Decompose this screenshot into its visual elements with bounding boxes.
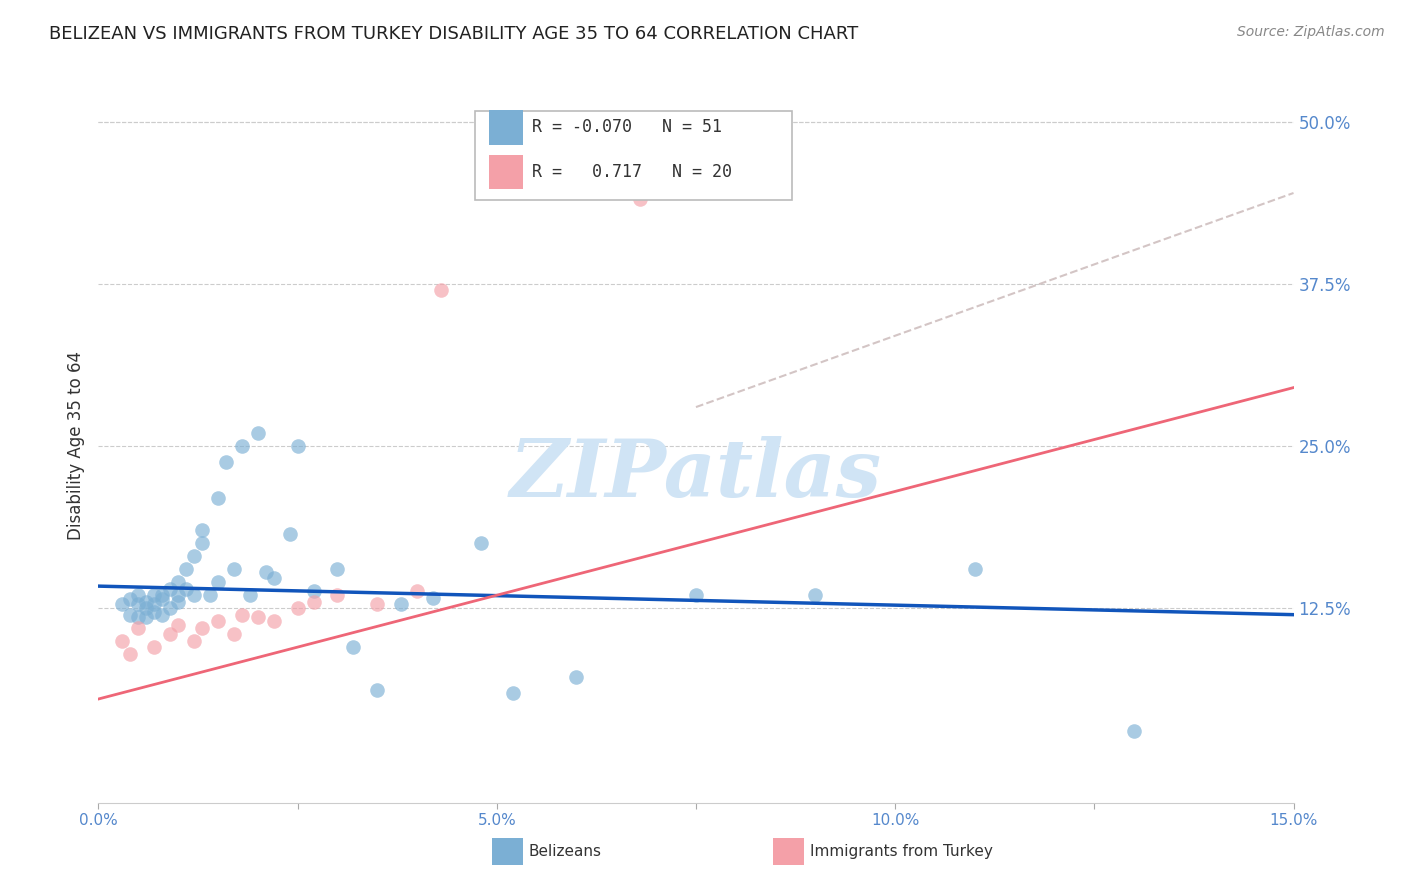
Point [430, 283, 453, 297]
Point [326, 562, 349, 576]
Point [150, 592, 173, 607]
Point [167, 595, 190, 609]
Point [302, 595, 325, 609]
Point [198, 588, 221, 602]
Point [159, 582, 181, 596]
Point [183, 633, 205, 648]
Point [191, 524, 214, 538]
Point [183, 588, 205, 602]
Bar [489, 155, 523, 189]
Point [287, 601, 309, 615]
Point [120, 592, 142, 607]
Point [246, 425, 269, 440]
Point [502, 685, 524, 699]
Point [215, 454, 238, 468]
Point [628, 193, 651, 207]
Point [207, 575, 229, 590]
Point [150, 588, 173, 602]
Point [135, 595, 157, 609]
Point [174, 582, 197, 596]
Point [167, 588, 190, 602]
Point [127, 621, 149, 635]
Point [207, 491, 229, 505]
Point [111, 633, 134, 648]
Point [143, 597, 166, 611]
Point [120, 607, 142, 622]
Text: R = -0.070   N = 51: R = -0.070 N = 51 [533, 119, 723, 136]
Point [183, 549, 205, 564]
FancyBboxPatch shape [475, 111, 792, 200]
Point [963, 562, 986, 576]
Point [287, 439, 309, 453]
Point [263, 614, 285, 628]
Point [174, 562, 197, 576]
Point [239, 588, 262, 602]
Text: BELIZEAN VS IMMIGRANTS FROM TURKEY DISABILITY AGE 35 TO 64 CORRELATION CHART: BELIZEAN VS IMMIGRANTS FROM TURKEY DISAB… [49, 25, 859, 43]
Point [302, 584, 325, 599]
Point [120, 647, 142, 661]
Point [406, 584, 429, 599]
Point [167, 575, 190, 590]
Point [422, 591, 444, 605]
Point [366, 682, 388, 697]
Point [1123, 724, 1146, 739]
Point [135, 601, 157, 615]
Point [278, 527, 301, 541]
Point [191, 621, 214, 635]
Point [207, 614, 229, 628]
Point [127, 610, 149, 624]
Point [254, 565, 277, 579]
Y-axis label: Disability Age 35 to 64: Disability Age 35 to 64 [66, 351, 84, 541]
Point [389, 597, 412, 611]
Point [135, 610, 157, 624]
Point [565, 670, 588, 684]
Point [143, 588, 166, 602]
Point [143, 605, 166, 619]
Point [222, 562, 245, 576]
Point [159, 627, 181, 641]
Point [127, 588, 149, 602]
Text: Immigrants from Turkey: Immigrants from Turkey [810, 845, 993, 859]
Text: Source: ZipAtlas.com: Source: ZipAtlas.com [1237, 25, 1385, 39]
Point [263, 571, 285, 585]
Point [143, 640, 166, 654]
Point [222, 627, 245, 641]
Point [366, 597, 388, 611]
Point [470, 536, 492, 550]
Point [231, 439, 253, 453]
Point [685, 588, 707, 602]
Point [159, 601, 181, 615]
Point [246, 610, 269, 624]
Point [342, 640, 364, 654]
Text: Belizeans: Belizeans [529, 845, 602, 859]
Point [804, 588, 827, 602]
Point [231, 607, 253, 622]
Bar [489, 111, 523, 145]
Point [150, 607, 173, 622]
Text: ZIPatlas: ZIPatlas [510, 436, 882, 513]
Text: R =   0.717   N = 20: R = 0.717 N = 20 [533, 163, 733, 181]
Point [127, 597, 149, 611]
Point [167, 618, 190, 632]
Point [191, 536, 214, 550]
Point [111, 597, 134, 611]
Point [326, 588, 349, 602]
